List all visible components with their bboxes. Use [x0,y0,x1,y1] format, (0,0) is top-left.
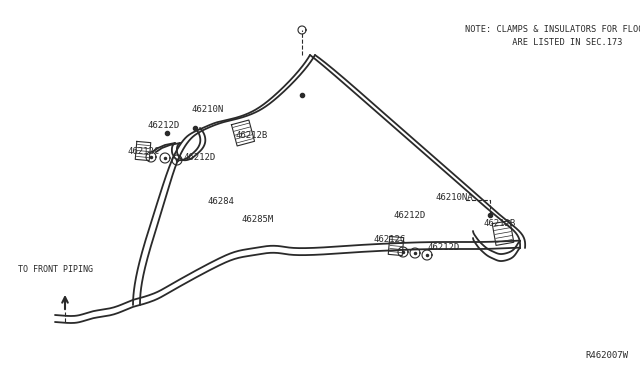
Text: 46212C: 46212C [128,148,160,157]
Text: R462007W: R462007W [585,351,628,360]
Text: TO FRONT PIPING: TO FRONT PIPING [18,266,93,275]
Text: 46212D: 46212D [148,121,180,129]
Text: NOTE: CLAMPS & INSULATORS FOR FLOOR AND REAR: NOTE: CLAMPS & INSULATORS FOR FLOOR AND … [465,25,640,34]
Text: 46212C: 46212C [374,235,406,244]
Text: 46212D: 46212D [428,243,460,251]
Text: 46284: 46284 [208,198,235,206]
Text: 46210NA: 46210NA [436,193,474,202]
Text: 46285M: 46285M [242,215,275,224]
Text: 46212B: 46212B [235,131,268,141]
Text: 46212B: 46212B [484,219,516,228]
Text: 46210N: 46210N [192,106,224,115]
Text: ARE LISTED IN SEC.173: ARE LISTED IN SEC.173 [465,38,623,47]
Text: 46212D: 46212D [393,211,425,219]
Text: 46212D: 46212D [183,154,215,163]
